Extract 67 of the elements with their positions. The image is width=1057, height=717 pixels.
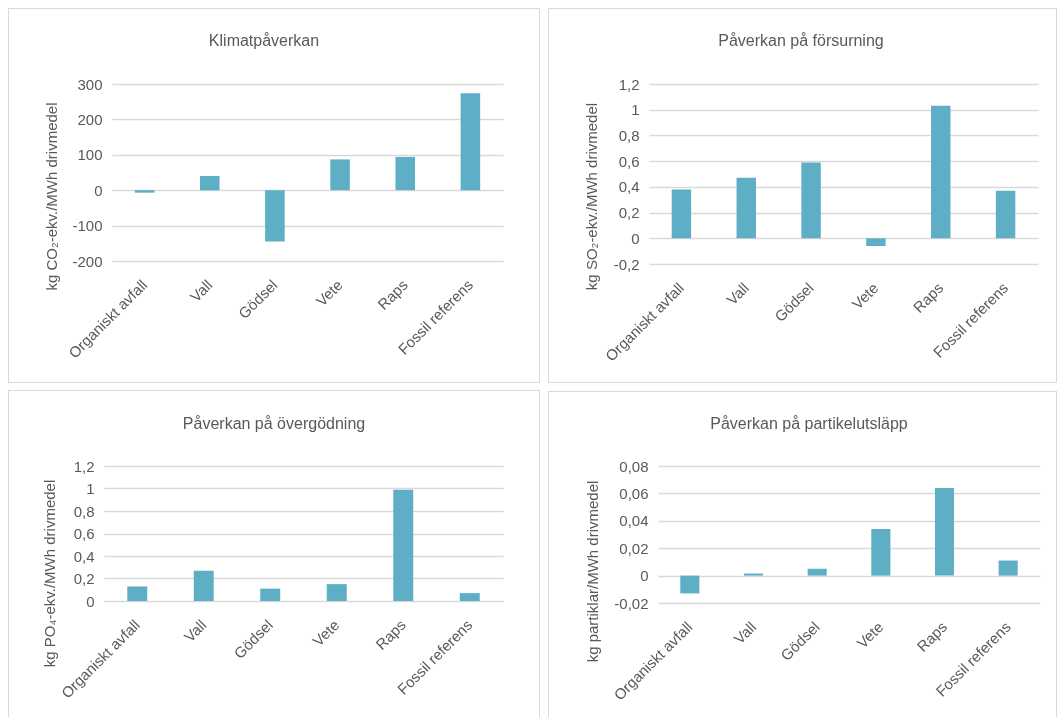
y-tick-label: 0,2 <box>73 570 95 587</box>
x-tick-label: Vall <box>180 616 210 646</box>
x-tick-label: Vete <box>312 276 346 310</box>
bar <box>260 588 281 601</box>
bar <box>743 573 764 576</box>
y-axis-title: kg SO₂-ekv./MWh drivmedel <box>582 102 600 291</box>
bar <box>934 487 955 576</box>
bar <box>931 105 951 239</box>
x-tick-label: Vall <box>730 618 760 648</box>
bar <box>866 238 886 246</box>
bar <box>460 93 481 191</box>
x-tick-label: Vall <box>186 276 216 306</box>
y-tick-label: 0,8 <box>618 126 640 144</box>
y-tick-label: 0 <box>94 181 103 199</box>
y-tick-label: -0,2 <box>613 255 640 273</box>
y-tick-label: 1 <box>86 480 95 497</box>
y-tick-label: 0,8 <box>73 502 95 520</box>
x-tick-label: Vall <box>722 279 752 309</box>
y-tick-label: 0 <box>631 229 640 247</box>
y-tick-label: 0,4 <box>618 178 640 196</box>
y-tick-label: -200 <box>72 252 103 270</box>
y-axis-title: kg CO₂-ekv./MWh drivmedel <box>42 102 60 291</box>
y-tick-label: -0,02 <box>614 594 649 612</box>
bar <box>127 586 148 601</box>
y-tick-label: 0,02 <box>619 539 649 557</box>
y-tick-label: 0,6 <box>618 152 640 170</box>
bar <box>459 593 480 601</box>
x-tick-label: Vete <box>309 616 343 650</box>
bar <box>326 584 347 601</box>
bar <box>680 575 700 594</box>
x-tick-label: Vete <box>848 279 882 313</box>
chart-title: Påverkan på partikelutsläpp <box>710 415 908 432</box>
bar <box>330 159 350 191</box>
y-tick-label: 0,2 <box>618 204 640 222</box>
bar <box>395 156 416 191</box>
bar <box>199 176 220 191</box>
y-axis-title: kg PO₄-ekv./MWh drivmedel <box>40 479 58 668</box>
y-tick-label: 0,08 <box>619 457 649 475</box>
y-tick-label: 0,4 <box>73 547 95 565</box>
chart-title: Klimatpåverkan <box>208 32 320 49</box>
bar <box>265 190 285 242</box>
y-tick-label: -100 <box>72 217 103 235</box>
chart-title: Påverkan på försurning <box>718 32 884 49</box>
y-tick-label: 0,04 <box>619 512 649 530</box>
bar <box>998 560 1018 576</box>
bar <box>671 189 692 239</box>
y-tick-label: 200 <box>77 110 103 128</box>
bar <box>801 162 821 239</box>
y-tick-label: 0 <box>640 567 649 585</box>
bar <box>871 529 891 576</box>
y-tick-label: 0,06 <box>619 484 649 502</box>
chart-title: Påverkan på övergödning <box>182 415 366 432</box>
bar <box>736 177 756 239</box>
bar <box>393 489 414 601</box>
bar <box>995 190 1016 239</box>
y-tick-label: 0 <box>86 592 95 610</box>
y-tick-label: 1,2 <box>618 75 640 93</box>
y-tick-label: 1,2 <box>73 457 95 475</box>
bar <box>134 190 155 193</box>
y-tick-label: 0,6 <box>73 525 95 542</box>
bar <box>807 568 827 576</box>
y-axis-title: kg partiklar/MWh drivmedel <box>583 480 601 663</box>
y-tick-label: 1 <box>631 101 640 119</box>
y-tick-label: 300 <box>77 75 103 93</box>
bar <box>193 570 214 601</box>
x-tick-label: Vete <box>853 618 887 652</box>
y-tick-label: 100 <box>77 146 103 164</box>
